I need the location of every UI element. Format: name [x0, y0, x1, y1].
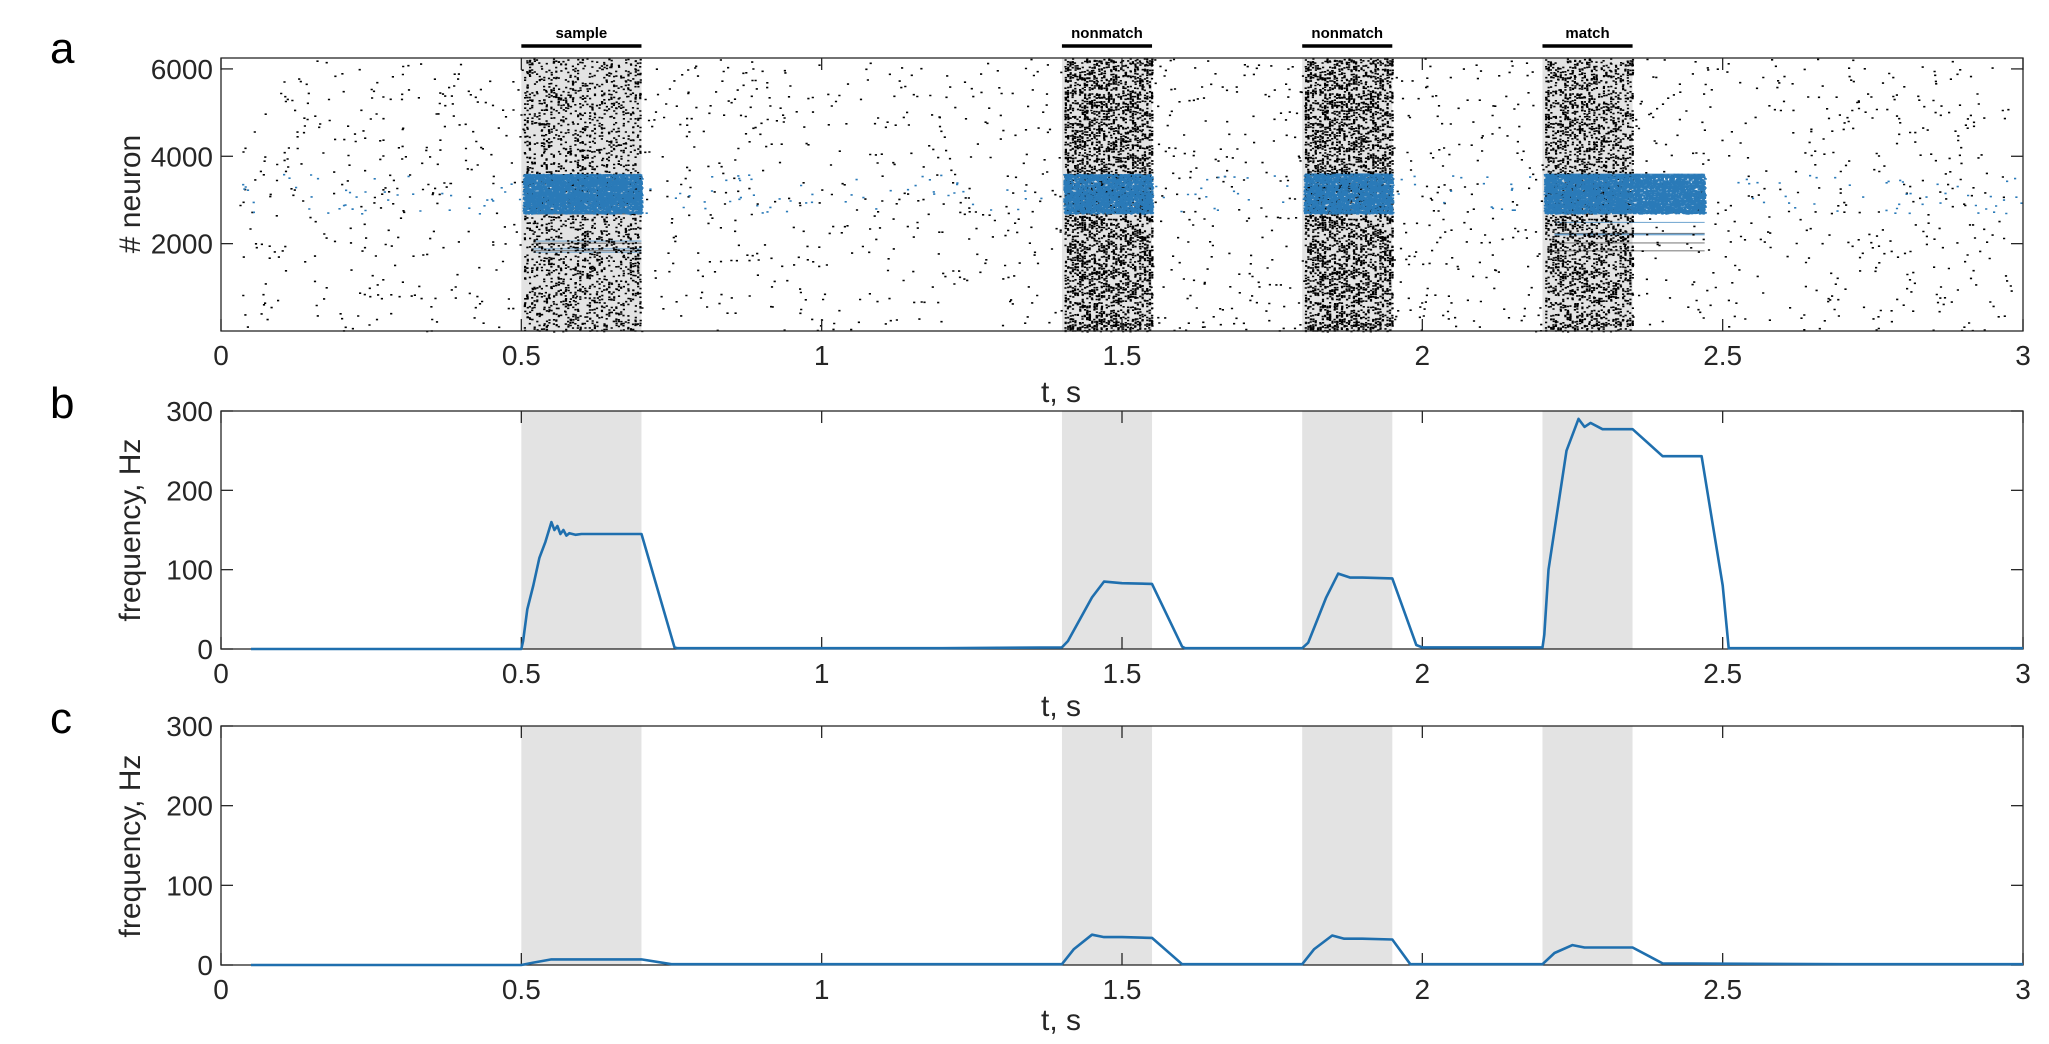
y-axis-label-c: frequency, Hz [114, 755, 147, 938]
x-tick-label-a: 2 [1415, 340, 1431, 371]
x-tick-label-b: 0 [213, 658, 229, 689]
y-tick-label-c: 0 [197, 950, 213, 981]
stimulus-label-1: nonmatch [1071, 25, 1143, 42]
stimulus-window-c-3 [1542, 726, 1633, 965]
x-tick-label-a: 1 [814, 340, 830, 371]
y-axis-label-a: # neuron [114, 135, 147, 253]
stimulus-window-b-2 [1302, 411, 1393, 649]
y-tick-label-b: 100 [166, 555, 213, 586]
x-tick-label-c: 0 [213, 974, 229, 1005]
raster-spikes-all [239, 58, 2013, 333]
y-tick-label-a: 6000 [151, 54, 213, 85]
x-tick-label-b: 2.5 [1703, 658, 1742, 689]
panel-letter-a: a [50, 24, 75, 73]
y-tick-label-b: 0 [197, 634, 213, 665]
x-tick-label-b: 0.5 [502, 658, 541, 689]
panel-letter-c: c [50, 694, 72, 743]
x-tick-label-c: 0.5 [502, 974, 541, 1005]
frequency-trace-c [251, 933, 2023, 967]
x-tick-label-b: 2 [1415, 658, 1431, 689]
frequency-trace-b [251, 417, 2023, 651]
stimulus-shading-c [521, 726, 1633, 965]
stimulus-window-c-0 [521, 726, 642, 965]
ticks-b: 0 0.5 1 1.5 2 2.5 3 0 100 200 300 [166, 396, 2031, 689]
raster-spikes-selective [242, 173, 2023, 215]
stimulus-label-0: sample [556, 25, 608, 42]
y-tick-label-a: 2000 [151, 229, 213, 260]
x-tick-label-c: 2.5 [1703, 974, 1742, 1005]
y-tick-label-c: 100 [166, 870, 213, 901]
x-tick-label-b: 3 [2015, 658, 2031, 689]
stimulus-window-b-0 [521, 411, 642, 649]
stimulus-window-c-2 [1302, 726, 1393, 965]
panel-b: b 0 0.5 1 1.5 2 2.5 3 0 100 200 300 t, s frequency… [50, 379, 2031, 723]
x-tick-label-b: 1.5 [1103, 658, 1142, 689]
stimulus-bars: sample nonmatch nonmatch match [521, 25, 1633, 48]
stimulus-window-b-1 [1061, 411, 1153, 649]
x-tick-label-a: 3 [2015, 340, 2031, 371]
x-axis-label-c: t, s [1041, 1004, 1081, 1037]
stimulus-window-c-1 [1061, 726, 1153, 965]
stimulus-label-3: match [1565, 25, 1609, 42]
x-tick-label-b: 1 [814, 658, 830, 689]
y-tick-label-c: 200 [166, 791, 213, 822]
x-axis-label-b: t, s [1041, 690, 1081, 723]
panel-a: a 0 0.5 1 1.5 2 2.5 3 2000 4000 6000 sample nonmat… [50, 24, 2031, 409]
stimulus-label-2: nonmatch [1311, 25, 1383, 42]
x-tick-label-a: 1.5 [1103, 340, 1142, 371]
ticks-a: 0 0.5 1 1.5 2 2.5 3 2000 4000 6000 [151, 54, 2031, 371]
spike-raster [239, 58, 2023, 333]
ticks-c: 0 0.5 1 1.5 2 2.5 3 0 100 200 300 [166, 711, 2031, 1005]
stimulus-window-b-3 [1542, 411, 1633, 649]
y-tick-label-b: 300 [166, 396, 213, 427]
x-tick-label-a: 0.5 [502, 340, 541, 371]
y-tick-label-a: 4000 [151, 141, 213, 172]
x-tick-label-c: 1.5 [1103, 974, 1142, 1005]
y-tick-label-b: 200 [166, 475, 213, 506]
panel-c: c 0 0.5 1 1.5 2 2.5 3 0 100 200 300 t, s frequency… [50, 694, 2031, 1037]
y-axis-label-b: frequency, Hz [114, 439, 147, 622]
stimulus-shading-b [521, 411, 1633, 649]
x-tick-label-c: 2 [1415, 974, 1431, 1005]
y-tick-label-c: 300 [166, 711, 213, 742]
x-tick-label-c: 3 [2015, 974, 2031, 1005]
x-axis-label-a: t, s [1041, 376, 1081, 409]
x-tick-label-c: 1 [814, 974, 830, 1005]
x-tick-label-a: 2.5 [1703, 340, 1742, 371]
panel-letter-b: b [50, 379, 74, 428]
x-tick-label-a: 0 [213, 340, 229, 371]
